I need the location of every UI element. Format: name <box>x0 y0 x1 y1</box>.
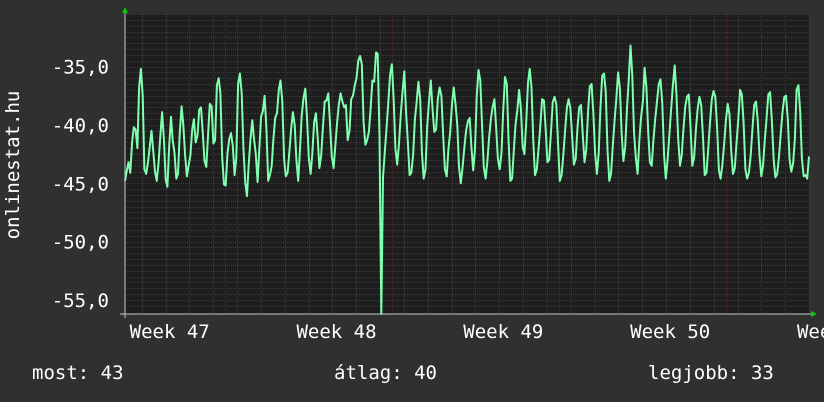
series-line <box>124 44 810 315</box>
y-tick-label: -45,0 <box>52 173 109 195</box>
y-tick-label: -35,0 <box>52 57 109 79</box>
y-axis-arrow-icon <box>122 7 128 13</box>
x-axis-arrow-icon <box>811 311 817 317</box>
series-group <box>124 44 810 315</box>
y-tick-labels: -35,0 -40,0 -45,0 -50,0 -55,0 <box>52 57 109 312</box>
axes <box>120 7 817 318</box>
major-gridlines <box>125 14 809 314</box>
current-value: most: 43 <box>32 362 124 384</box>
x-tick-label: Week 51 <box>797 321 824 343</box>
best-value: legjobb: 33 <box>648 362 774 384</box>
stats-bar: most: 43 átlag: 40 legjobb: 33 <box>0 362 824 388</box>
x-tick-label: Week 50 <box>630 321 710 343</box>
x-tick-labels: Week 47 Week 48 Week 49 Week 50 Week 51 <box>130 321 824 343</box>
y-axis-title: onlinestat.hu <box>2 91 24 240</box>
minor-gridlines <box>125 14 810 314</box>
y-tick-label: -50,0 <box>52 232 109 254</box>
x-tick-label: Week 49 <box>463 321 543 343</box>
plot-area <box>125 14 809 314</box>
x-tick-label: Week 47 <box>130 321 210 343</box>
y-tick-label: -40,0 <box>52 115 109 137</box>
x-tick-label: Week 48 <box>296 321 376 343</box>
y-tick-label: -55,0 <box>52 290 109 312</box>
average-value: átlag: 40 <box>334 362 437 384</box>
